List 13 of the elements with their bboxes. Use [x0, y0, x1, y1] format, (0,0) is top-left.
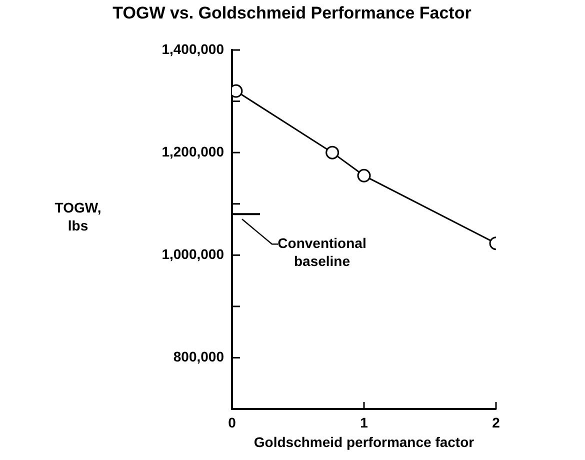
y-tick-label: 1,000,000 — [162, 246, 224, 262]
x-tick-label: 0 — [228, 414, 236, 430]
y-tick-label: 1,200,000 — [162, 143, 224, 160]
y-axis-title: TOGW, lbs — [54, 199, 102, 234]
y-tick-label: 1,400,000 — [162, 40, 224, 57]
chart-title: TOGW vs. Goldschmeid Performance Factor — [112, 4, 472, 23]
point — [357, 168, 371, 182]
x-tick-label: 1 — [360, 414, 368, 430]
y-tick-label: 800,000 — [173, 348, 224, 365]
x-tick-label: 2 — [492, 414, 500, 430]
x-axis-title: Goldschmeid performance factor — [254, 434, 475, 450]
ref-line-label: Conventional baseline — [278, 234, 366, 269]
point — [326, 146, 340, 160]
